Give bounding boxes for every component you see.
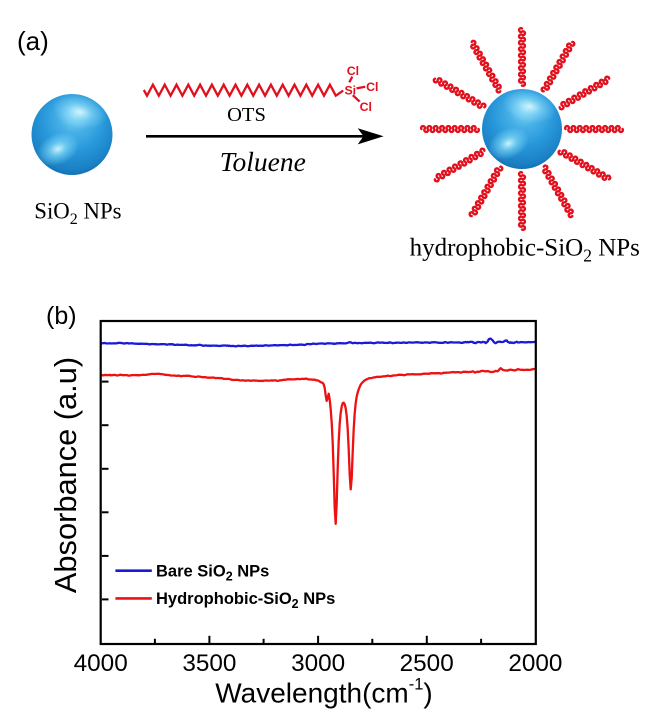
svg-text:Toluene: Toluene: [220, 146, 306, 177]
svg-text:(a): (a): [17, 26, 49, 56]
svg-text:2000: 2000: [508, 650, 562, 677]
svg-text:3500: 3500: [182, 650, 236, 677]
svg-text:(b): (b): [46, 302, 77, 330]
svg-text:4000: 4000: [74, 650, 128, 677]
svg-text:2500: 2500: [400, 650, 454, 677]
svg-text:Cl: Cl: [347, 64, 359, 78]
svg-text:SiO2 NPs: SiO2 NPs: [34, 198, 121, 228]
svg-text:Cl: Cl: [366, 80, 378, 94]
svg-text:Hydrophobic-SiO2 NPs: Hydrophobic-SiO2 NPs: [156, 590, 335, 611]
svg-text:Si: Si: [344, 83, 356, 97]
svg-text:OTS: OTS: [227, 104, 266, 126]
svg-text:hydrophobic-SiO2 NPs: hydrophobic-SiO2 NPs: [410, 235, 640, 266]
svg-text:Cl: Cl: [360, 100, 372, 114]
svg-text:Absorbance (a.u): Absorbance (a.u): [48, 357, 83, 593]
svg-text:Bare SiO2 NPs: Bare SiO2 NPs: [156, 563, 269, 584]
svg-text:Wavelength(cm-1): Wavelength(cm-1): [215, 676, 432, 709]
svg-text:3000: 3000: [291, 650, 345, 677]
